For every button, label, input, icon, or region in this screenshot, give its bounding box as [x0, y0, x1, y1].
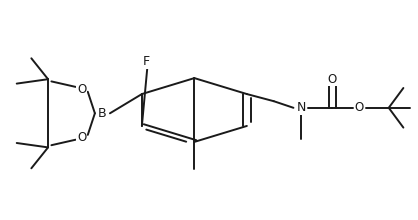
Text: N: N	[296, 101, 306, 114]
Text: O: O	[77, 82, 86, 96]
Text: O: O	[77, 131, 86, 144]
Text: O: O	[355, 101, 364, 114]
Text: F: F	[143, 55, 150, 68]
Text: B: B	[98, 107, 107, 120]
Text: O: O	[328, 73, 337, 86]
